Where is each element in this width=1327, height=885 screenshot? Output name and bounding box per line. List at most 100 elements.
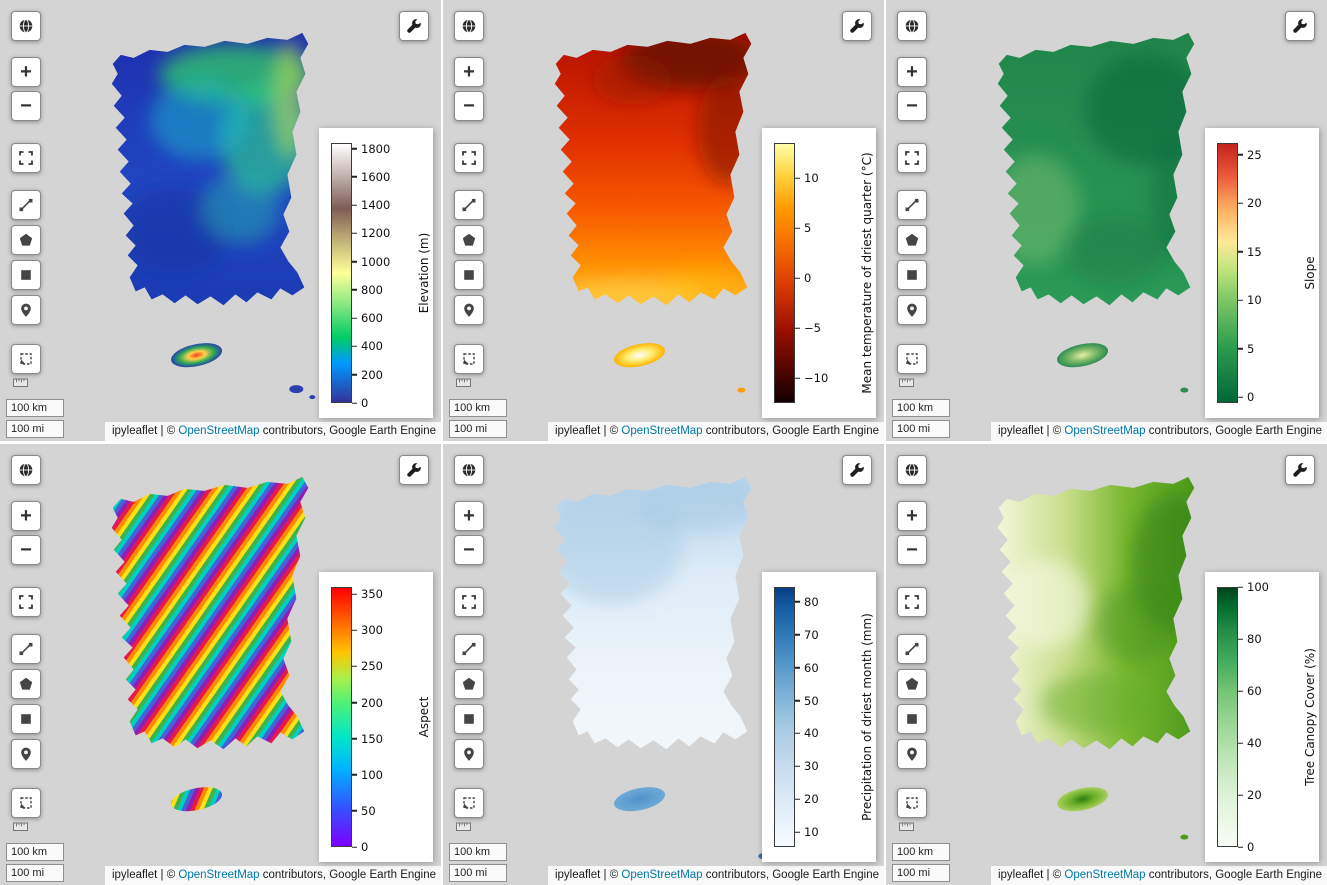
draw-marker-button[interactable]	[897, 739, 927, 769]
colorbar-tick	[352, 846, 357, 848]
colorbar-ticks: 0 200 400 600 800 1000 1200 1400 1600 1800	[319, 142, 433, 410]
measure-button[interactable]	[11, 344, 41, 374]
colorbar-tick	[352, 232, 357, 235]
map-canvas[interactable]	[0, 444, 441, 885]
colorbar-tick	[352, 374, 357, 376]
draw-rectangle-button[interactable]	[11, 260, 41, 290]
zoom-in-button[interactable]: +	[11, 57, 41, 87]
globe-button[interactable]	[897, 455, 927, 485]
openstreetmap-link[interactable]: OpenStreetMap	[621, 869, 703, 881]
fullscreen-button[interactable]	[454, 587, 484, 617]
fullscreen-button[interactable]	[897, 587, 927, 617]
zoom-out-button[interactable]: −	[897, 91, 927, 121]
draw-polyline-button[interactable]	[897, 190, 927, 220]
measure-button[interactable]	[454, 344, 484, 374]
map-canvas[interactable]	[886, 0, 1327, 441]
zoom-out-button[interactable]: −	[897, 535, 927, 565]
draw-rectangle-button[interactable]	[11, 704, 41, 734]
zoom-out-button[interactable]: −	[454, 91, 484, 121]
globe-button[interactable]	[454, 11, 484, 41]
toolbar-wrench-button[interactable]	[399, 11, 429, 41]
draw-marker-button[interactable]	[897, 295, 927, 325]
globe-icon	[19, 463, 33, 477]
colorbar-label: Mean temperature of driest quarter (°C)	[860, 152, 874, 394]
zoom-out-button[interactable]: −	[454, 535, 484, 565]
colorbar-tick-label: 150	[361, 731, 383, 746]
measure-button[interactable]	[11, 788, 41, 818]
fullscreen-button[interactable]	[11, 587, 41, 617]
draw-marker-button[interactable]	[11, 739, 41, 769]
map-canvas[interactable]	[443, 0, 884, 441]
zoom-out-button[interactable]: −	[11, 91, 41, 121]
draw-polygon-button[interactable]	[11, 225, 41, 255]
draw-polygon-button[interactable]	[897, 669, 927, 699]
globe-button[interactable]	[11, 455, 41, 485]
attribution-separator: | ©	[1043, 425, 1065, 437]
draw-rectangle-button[interactable]	[454, 704, 484, 734]
attribution-prefix: ipyleaflet	[111, 869, 158, 881]
draw-polyline-button[interactable]	[454, 190, 484, 220]
measure-button[interactable]	[897, 344, 927, 374]
zoom-in-button[interactable]: +	[897, 501, 927, 531]
openstreetmap-link[interactable]: OpenStreetMap	[1064, 425, 1146, 437]
toolbar-wrench-button[interactable]	[842, 455, 872, 485]
draw-marker-button[interactable]	[454, 739, 484, 769]
draw-polyline-button[interactable]	[897, 634, 927, 664]
fullscreen-button[interactable]	[454, 143, 484, 173]
draw-polygon-button[interactable]	[454, 225, 484, 255]
globe-button[interactable]	[454, 455, 484, 485]
map-panel-precipitation: + −	[443, 444, 884, 885]
attribution-bar: ipyleaflet | © OpenStreetMap contributor…	[547, 422, 884, 441]
toolbar-wrench-button[interactable]	[842, 11, 872, 41]
globe-button[interactable]	[897, 11, 927, 41]
toolbar-wrench-button[interactable]	[399, 455, 429, 485]
attribution-bar: ipyleaflet | © OpenStreetMap contributor…	[547, 866, 884, 885]
globe-button[interactable]	[11, 11, 41, 41]
colorbar-tick	[1238, 202, 1243, 204]
attribution-suffix: contributors, Google Earth Engine	[259, 869, 436, 881]
toolbar-wrench-button[interactable]	[1285, 11, 1315, 41]
fullscreen-button[interactable]	[11, 143, 41, 173]
ruler-icon	[899, 375, 915, 393]
colorbar-label: Slope	[1303, 256, 1317, 290]
rectangle-icon	[907, 270, 917, 280]
scale-km: 100 km	[892, 399, 950, 417]
colorbar-tick-label: 1000	[361, 254, 391, 269]
rectangle-icon	[464, 714, 474, 724]
map-canvas[interactable]	[443, 444, 884, 885]
map-canvas[interactable]	[886, 444, 1327, 885]
scale-mi: 100 mi	[449, 420, 507, 438]
zoom-out-button[interactable]: −	[11, 535, 41, 565]
toolbar-wrench-button[interactable]	[1285, 455, 1315, 485]
draw-polygon-button[interactable]	[11, 669, 41, 699]
draw-polyline-button[interactable]	[454, 634, 484, 664]
fullscreen-icon	[19, 151, 33, 165]
measure-button[interactable]	[897, 788, 927, 818]
rectangle-icon	[907, 714, 917, 724]
zoom-in-button[interactable]: +	[454, 57, 484, 87]
draw-rectangle-button[interactable]	[454, 260, 484, 290]
colorbar-tick	[795, 699, 800, 702]
draw-marker-button[interactable]	[454, 295, 484, 325]
openstreetmap-link[interactable]: OpenStreetMap	[178, 425, 260, 437]
fullscreen-button[interactable]	[897, 143, 927, 173]
scale-km: 100 km	[892, 843, 950, 861]
draw-marker-button[interactable]	[11, 295, 41, 325]
zoom-in-button[interactable]: +	[897, 57, 927, 87]
draw-polyline-button[interactable]	[11, 190, 41, 220]
openstreetmap-link[interactable]: OpenStreetMap	[621, 425, 703, 437]
measure-button[interactable]	[454, 788, 484, 818]
colorbar-tick-label: 15	[1247, 244, 1262, 259]
draw-polyline-button[interactable]	[11, 634, 41, 664]
draw-rectangle-button[interactable]	[897, 260, 927, 290]
draw-rectangle-button[interactable]	[897, 704, 927, 734]
attribution-separator: | ©	[157, 869, 179, 881]
openstreetmap-link[interactable]: OpenStreetMap	[1064, 869, 1146, 881]
draw-polygon-button[interactable]	[897, 225, 927, 255]
draw-polygon-button[interactable]	[454, 669, 484, 699]
openstreetmap-link[interactable]: OpenStreetMap	[178, 869, 260, 881]
zoom-in-button[interactable]: +	[454, 501, 484, 531]
colorbar-tick-label: 10	[804, 171, 819, 185]
map-canvas[interactable]	[0, 0, 441, 441]
zoom-in-button[interactable]: +	[11, 501, 41, 531]
